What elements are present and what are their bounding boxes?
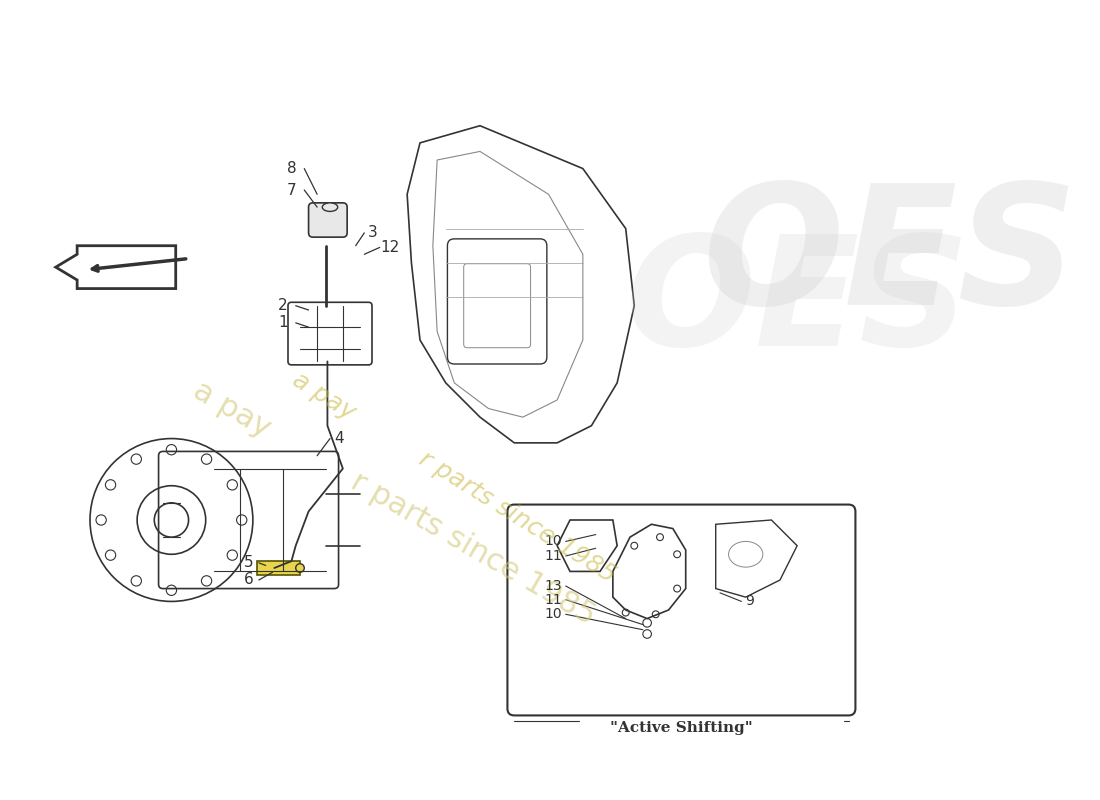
Text: 12: 12 (381, 240, 399, 255)
Text: 7: 7 (287, 182, 296, 198)
Text: 10: 10 (544, 534, 562, 549)
Text: 8: 8 (287, 161, 296, 176)
Text: 11: 11 (544, 593, 562, 606)
Text: "Active Shifting": "Active Shifting" (610, 722, 752, 735)
Text: 1: 1 (278, 315, 288, 330)
Text: 6: 6 (244, 573, 253, 587)
Text: OES: OES (703, 177, 1078, 340)
Text: 4: 4 (333, 431, 343, 446)
Text: OES: OES (626, 229, 970, 378)
Ellipse shape (322, 203, 338, 211)
Circle shape (296, 564, 305, 572)
FancyBboxPatch shape (309, 203, 348, 237)
Text: 3: 3 (368, 226, 377, 240)
Text: 9: 9 (746, 594, 755, 609)
Text: 2: 2 (278, 298, 288, 314)
Polygon shape (257, 561, 300, 575)
Text: a pay          r parts since 1985: a pay r parts since 1985 (288, 367, 620, 587)
Text: 10: 10 (544, 607, 562, 622)
Text: 11: 11 (544, 549, 562, 563)
Text: a pay          r parts since 1985: a pay r parts since 1985 (188, 375, 601, 630)
Text: 13: 13 (544, 579, 562, 593)
Text: 5: 5 (244, 555, 253, 570)
